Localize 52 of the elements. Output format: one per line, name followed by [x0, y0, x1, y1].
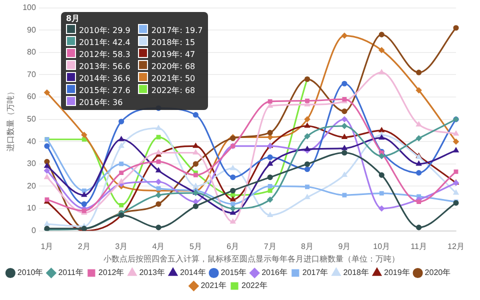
annotation: 2016年: 36 — [78, 98, 123, 107]
annotation: 2018年: 15 — [151, 38, 196, 47]
y-tick-label: 10 — [27, 204, 36, 213]
y-tick-label: 70 — [27, 70, 36, 79]
annotation: 2020年: 68 — [151, 62, 196, 71]
legend-label: 2022年 — [242, 281, 268, 290]
legend-label: 2011年 — [58, 268, 84, 278]
annotation: 2012年: 58.3 — [78, 50, 130, 59]
annotation: 2010年: 29.9 — [78, 26, 130, 35]
y-tick-label: 60 — [27, 92, 36, 102]
y-tick-label: 90 — [27, 25, 36, 34]
annotation: 2019年: 47 — [151, 50, 196, 59]
legend-label: 2019年 — [384, 268, 410, 278]
y-tick-label: 20 — [27, 181, 36, 190]
x-tick-label: 4月 — [152, 242, 165, 251]
legend-label: 2015年 — [220, 268, 247, 278]
annotation: 2021年: 50 — [151, 74, 196, 83]
y-tick-label: 0 — [31, 226, 36, 236]
x-tick-label: 10月 — [373, 242, 390, 251]
x-tick-label: 7月 — [264, 242, 276, 251]
legend-label: 2021年 — [200, 281, 226, 290]
y-axis-title: 进口数量（万吨） — [6, 87, 16, 152]
legend-label: 2012年 — [98, 268, 124, 278]
y-tick-label: 40 — [27, 136, 36, 146]
x-tick-label: 11月 — [410, 242, 427, 251]
y-tick-label: 80 — [27, 48, 36, 57]
legend-label: 2014年 — [180, 268, 206, 278]
annotation: 2013年: 56.6 — [78, 62, 130, 71]
annotation: 8月 — [66, 14, 81, 24]
x-tick-label: 3月 — [115, 242, 128, 251]
legend-label: 2016年 — [262, 268, 288, 278]
x-tick-label: 6月 — [226, 242, 240, 251]
x-tick-label: 8月 — [301, 242, 314, 251]
legend-label: 2018年 — [343, 268, 369, 278]
annotation: 2022年: 68 — [151, 86, 196, 95]
annotation: 2017年: 19.7 — [151, 26, 203, 35]
x-tick-label: 12月 — [448, 242, 464, 251]
legend-label: 2013年 — [139, 268, 166, 278]
y-tick-label: 50 — [27, 114, 36, 124]
annotation: 2011年: 42.4 — [78, 38, 130, 47]
x-tick-label: 1月 — [40, 242, 54, 251]
annotation: 2014年: 36.6 — [78, 74, 130, 83]
x-tick-label: 2月 — [78, 242, 90, 251]
legend-label: 2017年 — [302, 268, 328, 278]
y-tick-label: 100 — [22, 3, 36, 12]
x-tick-label: 9月 — [338, 242, 351, 251]
legend-label: 2010年 — [17, 268, 44, 278]
x-axis-title: 小数点后按照四舍五入计算，鼠标移至圆点显示每年各月进口糖数量（单位：万吨） — [103, 254, 400, 264]
x-tick-label: 5月 — [189, 242, 202, 251]
legend-label: 2020年 — [424, 268, 451, 278]
y-tick-label: 30 — [27, 159, 36, 168]
annotation: 2015年: 27.6 — [78, 86, 130, 95]
